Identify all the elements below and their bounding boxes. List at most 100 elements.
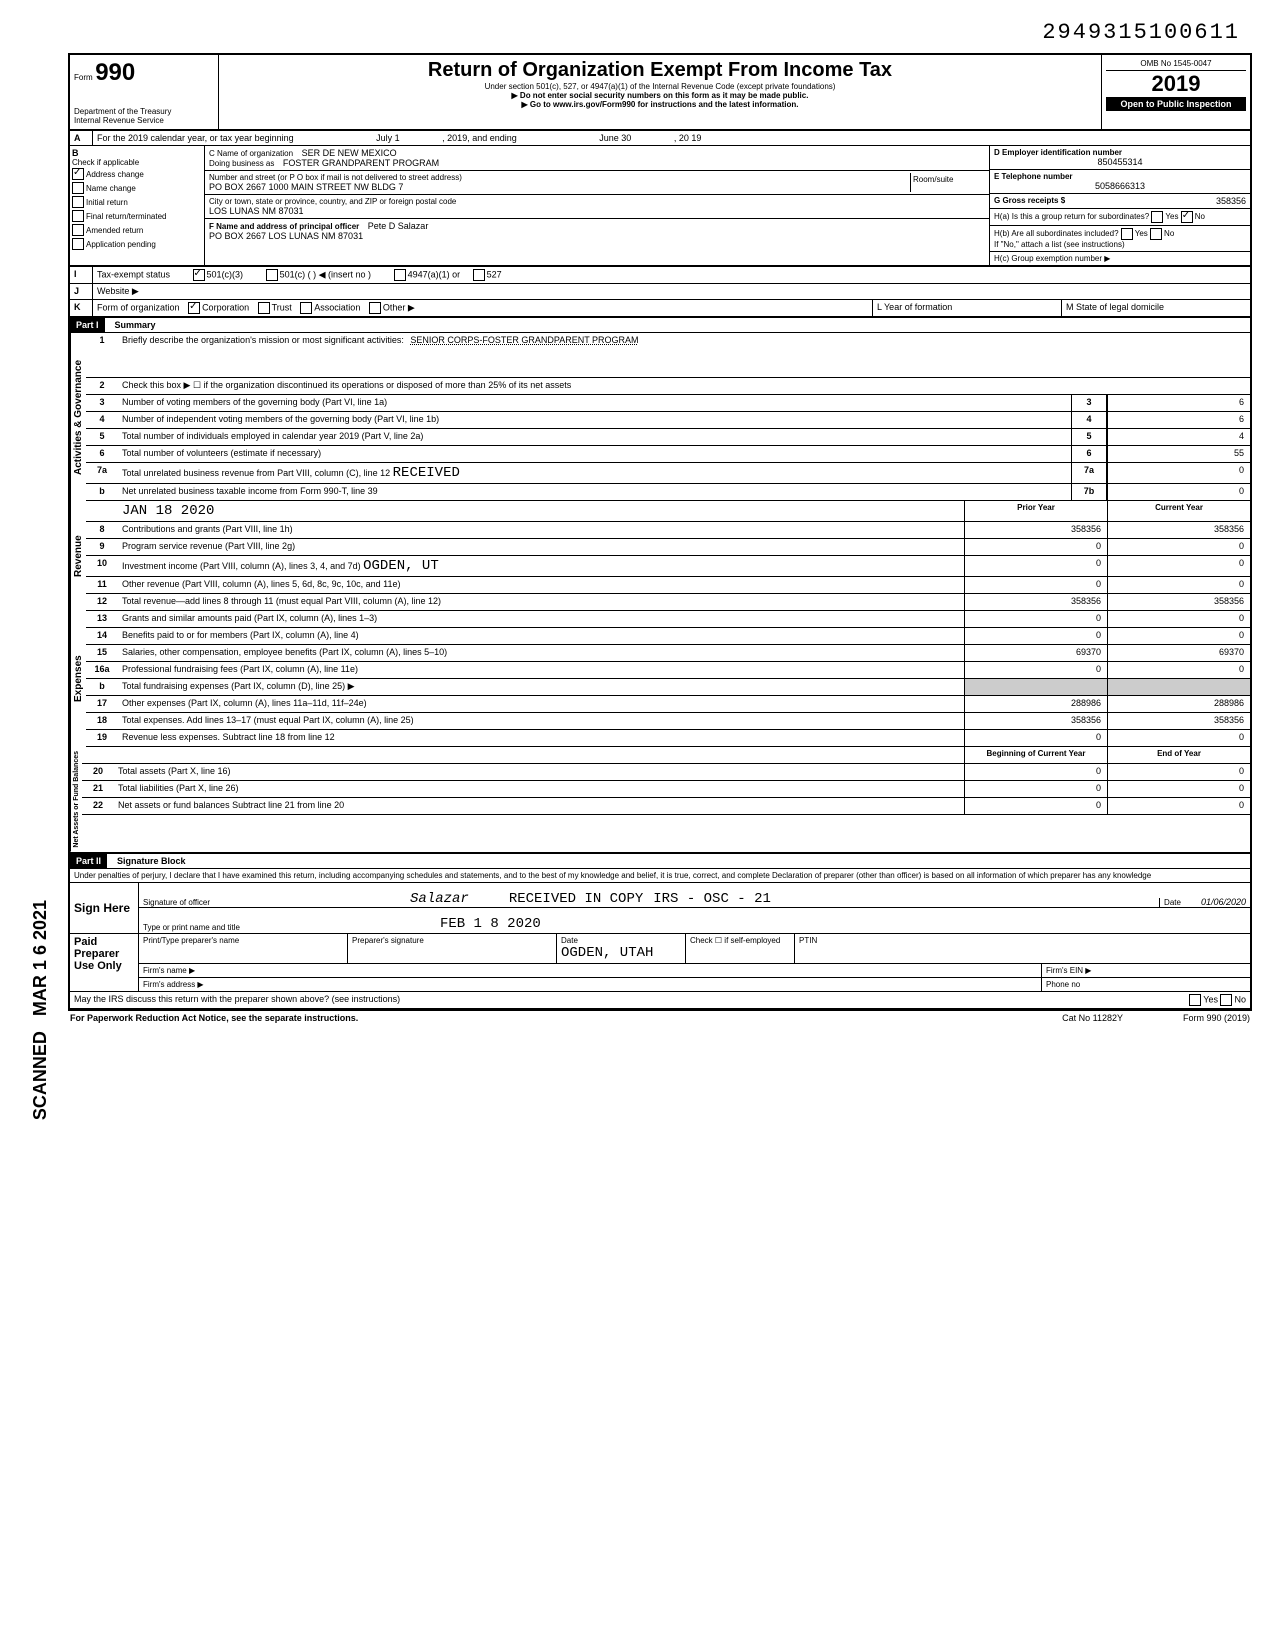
4947-checkbox[interactable] bbox=[394, 269, 406, 281]
check-applicable: Check if applicable bbox=[72, 158, 202, 167]
corp-label: Corporation bbox=[202, 302, 249, 312]
year-formation-label: L Year of formation bbox=[873, 300, 1062, 316]
address-change-checkbox[interactable] bbox=[72, 168, 84, 180]
line17-current: 288986 bbox=[1107, 696, 1250, 712]
omb-number: OMB No 1545-0047 bbox=[1106, 59, 1246, 71]
app-pending-checkbox[interactable] bbox=[72, 238, 84, 250]
line13-current: 0 bbox=[1107, 611, 1250, 627]
discuss-yes: Yes bbox=[1203, 994, 1218, 1004]
line7a-value: 0 bbox=[1107, 463, 1250, 483]
trust-label: Trust bbox=[272, 302, 292, 312]
ogden-stamp: OGDEN, UT bbox=[363, 558, 439, 574]
line22-end: 0 bbox=[1107, 798, 1250, 814]
name-change-checkbox[interactable] bbox=[72, 182, 84, 194]
form-header: Form 990 Department of the Treasury Inte… bbox=[70, 55, 1250, 131]
room-suite-label: Room/suite bbox=[911, 173, 985, 192]
assoc-label: Association bbox=[314, 302, 360, 312]
document-id: 2949315100611 bbox=[20, 20, 1280, 45]
amended-checkbox[interactable] bbox=[72, 224, 84, 236]
prep-sig-label: Preparer's signature bbox=[348, 934, 557, 963]
other-checkbox[interactable] bbox=[369, 302, 381, 314]
label-a: A bbox=[70, 131, 93, 145]
discuss-yes-checkbox[interactable] bbox=[1189, 994, 1201, 1006]
end-date: June 30 bbox=[599, 133, 631, 143]
line17-desc: Other expenses (Part IX, column (A), lin… bbox=[118, 696, 964, 712]
paperwork-notice: For Paperwork Reduction Act Notice, see … bbox=[70, 1013, 358, 1023]
line1-value: SENIOR CORPS-FOSTER GRANDPARENT PROGRAM bbox=[410, 335, 638, 345]
website-label: Website ▶ bbox=[93, 284, 1250, 299]
ha-yes-checkbox[interactable] bbox=[1151, 211, 1163, 223]
dept-treasury: Department of the Treasury bbox=[74, 107, 214, 116]
prep-date-label: Date bbox=[561, 936, 578, 945]
line8-desc: Contributions and grants (Part VIII, lin… bbox=[118, 522, 964, 538]
officer-name: Pete D Salazar bbox=[368, 221, 429, 231]
part-1-expenses: Expenses 13Grants and similar amounts pa… bbox=[70, 611, 1250, 747]
line5-value: 4 bbox=[1107, 429, 1250, 445]
begin-year-header: Beginning of Current Year bbox=[964, 747, 1107, 763]
end-year-header: End of Year bbox=[1107, 747, 1250, 763]
part-1-label: Part I bbox=[70, 318, 105, 332]
527-checkbox[interactable] bbox=[473, 269, 485, 281]
line18-current: 358356 bbox=[1107, 713, 1250, 729]
line21-end: 0 bbox=[1107, 781, 1250, 797]
penalty-statement: Under penalties of perjury, I declare th… bbox=[70, 869, 1250, 883]
final-return-checkbox[interactable] bbox=[72, 210, 84, 222]
form-footer: Form 990 (2019) bbox=[1183, 1013, 1250, 1023]
501c-checkbox[interactable] bbox=[266, 269, 278, 281]
line16a-desc: Professional fundraising fees (Part IX, … bbox=[118, 662, 964, 678]
form-org-label: Form of organization bbox=[97, 302, 180, 312]
address-change-label: Address change bbox=[86, 170, 144, 179]
hb-no-checkbox[interactable] bbox=[1150, 228, 1162, 240]
line20-desc: Total assets (Part X, line 16) bbox=[114, 764, 964, 780]
initial-return-checkbox[interactable] bbox=[72, 196, 84, 208]
501c-label: 501(c) ( bbox=[280, 269, 311, 279]
assoc-checkbox[interactable] bbox=[300, 302, 312, 314]
line10-desc: Investment income (Part VIII, column (A)… bbox=[122, 561, 361, 571]
governance-label: Activities & Governance bbox=[70, 333, 86, 501]
part-1-revenue: Revenue JAN 18 2020 Prior Year Current Y… bbox=[70, 501, 1250, 611]
line20-end: 0 bbox=[1107, 764, 1250, 780]
corp-checkbox[interactable] bbox=[188, 302, 200, 314]
line10-prior: 0 bbox=[964, 556, 1107, 576]
sig-officer-label: Signature of officer bbox=[143, 898, 210, 907]
received-stamp: RECEIVED bbox=[393, 465, 460, 481]
line14-desc: Benefits paid to or for members (Part IX… bbox=[118, 628, 964, 644]
501c3-checkbox[interactable] bbox=[193, 269, 205, 281]
final-return-label: Final return/terminated bbox=[86, 212, 166, 221]
row-a-mid: , 2019, and ending bbox=[442, 133, 517, 143]
amended-label: Amended return bbox=[86, 226, 143, 235]
check-column: B Check if applicable Address change Nam… bbox=[70, 146, 205, 265]
line11-prior: 0 bbox=[964, 577, 1107, 593]
org-name: SER DE NEW MEXICO bbox=[302, 148, 397, 158]
ein-label: D Employer identification number bbox=[994, 148, 1246, 157]
line22-begin: 0 bbox=[964, 798, 1107, 814]
line22-desc: Net assets or fund balances Subtract lin… bbox=[114, 798, 964, 814]
line8-prior: 358356 bbox=[964, 522, 1107, 538]
discuss-no-checkbox[interactable] bbox=[1220, 994, 1232, 1006]
row-j: J Website ▶ bbox=[70, 284, 1250, 300]
line14-current: 0 bbox=[1107, 628, 1250, 644]
name-column: C Name of organization SER DE NEW MEXICO… bbox=[205, 146, 989, 265]
trust-checkbox[interactable] bbox=[258, 302, 270, 314]
part-1-header-row: Part I Summary bbox=[70, 318, 1250, 333]
part-2-header-row: Part II Signature Block bbox=[70, 854, 1250, 869]
prior-year-header: Prior Year bbox=[964, 501, 1107, 521]
line8-current: 358356 bbox=[1107, 522, 1250, 538]
line7b-desc: Net unrelated business taxable income fr… bbox=[118, 484, 1071, 500]
end-year: , 20 19 bbox=[674, 133, 702, 143]
scanned-stamp: SCANNED MAR 1 6 2021 bbox=[30, 900, 51, 1120]
line9-current: 0 bbox=[1107, 539, 1250, 555]
instruction-1: ▶ Do not enter social security numbers o… bbox=[223, 91, 1097, 100]
ptin-label: PTIN bbox=[795, 934, 1250, 963]
line18-desc: Total expenses. Add lines 13–17 (must eq… bbox=[118, 713, 964, 729]
line21-begin: 0 bbox=[964, 781, 1107, 797]
gross-receipts-value: 358356 bbox=[1216, 196, 1246, 206]
hb-yes-checkbox[interactable] bbox=[1121, 228, 1133, 240]
ha-no-checkbox[interactable] bbox=[1181, 211, 1193, 223]
begin-date: July 1 bbox=[376, 133, 400, 143]
prep-name-label: Print/Type preparer's name bbox=[139, 934, 348, 963]
row-k: K Form of organization Corporation Trust… bbox=[70, 300, 1250, 318]
net-assets-label: Net Assets or Fund Balances bbox=[70, 747, 82, 852]
street-value: PO BOX 2667 1000 MAIN STREET NW BLDG 7 bbox=[209, 182, 910, 192]
line7a-desc: Total unrelated business revenue from Pa… bbox=[122, 468, 390, 478]
